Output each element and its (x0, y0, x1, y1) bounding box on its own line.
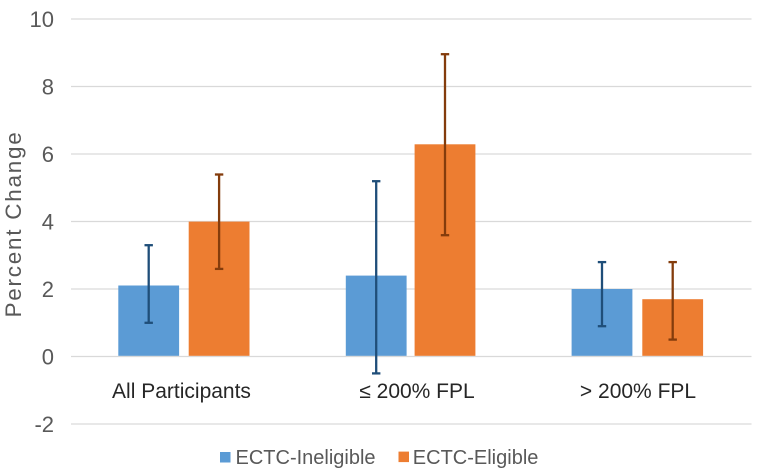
svg-text:Percent Change: Percent Change (1, 130, 26, 317)
svg-text:-2: -2 (34, 412, 54, 437)
svg-text:> 200% FPL: > 200% FPL (580, 380, 696, 403)
svg-text:ECTC-Eligible: ECTC-Eligible (413, 447, 539, 469)
svg-text:4: 4 (42, 209, 54, 234)
svg-text:0: 0 (42, 344, 54, 369)
svg-text:ECTC-Ineligible: ECTC-Ineligible (236, 447, 376, 469)
svg-text:6: 6 (42, 142, 54, 167)
svg-text:All Participants: All Participants (112, 380, 251, 403)
svg-text:2: 2 (42, 277, 54, 302)
svg-text:10: 10 (30, 7, 54, 32)
svg-text:≤ 200% FPL: ≤ 200% FPL (359, 380, 474, 403)
svg-text:8: 8 (42, 74, 54, 99)
